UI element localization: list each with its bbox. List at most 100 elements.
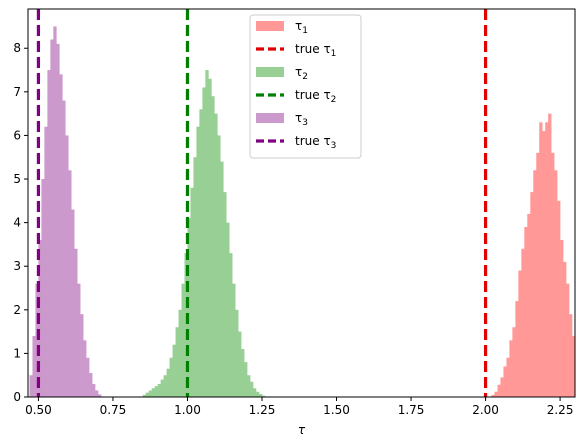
histogram-bar-series-3 — [50, 39, 54, 398]
histogram-bar-series-3 — [35, 283, 39, 397]
y-tick-label: 4 — [13, 216, 21, 230]
histogram-bar-series-3 — [65, 135, 69, 397]
histogram-bar-series-1 — [524, 226, 528, 397]
histogram-bar-series-2 — [196, 126, 200, 398]
x-tick-label: 0.75 — [100, 403, 127, 417]
histogram-bar-series-3 — [44, 126, 48, 398]
histogram-bar-series-2 — [154, 386, 158, 397]
legend-swatch-series-3 — [256, 113, 284, 123]
histogram-bar-series-2 — [214, 113, 218, 397]
histogram-bar-series-3 — [77, 283, 81, 397]
legend-entry-label: τ2 — [295, 65, 308, 82]
x-axis-ticks: 0.50 0.75 1.00 1.25 1.50 1.75 2.00 2.25 — [25, 397, 573, 417]
histogram-bar-series-1 — [518, 270, 522, 397]
x-tick-label: 0.50 — [25, 403, 52, 417]
histogram-bar-series-3 — [47, 70, 51, 398]
histogram-bar-series-1 — [527, 213, 531, 397]
legend: τ1 true τ1 τ2 true τ2 τ3 true τ3 — [249, 14, 362, 159]
x-tick-label: 1.75 — [398, 403, 425, 417]
histogram-bar-series-3 — [71, 209, 75, 397]
histogram-bar-series-2 — [256, 391, 260, 397]
histogram-bar-series-2 — [190, 187, 194, 397]
histogram-bar-series-2 — [157, 383, 161, 397]
histogram-bar-series-2 — [181, 283, 185, 397]
histogram-bar-series-3 — [89, 373, 93, 397]
axes-frame — [27, 8, 576, 398]
histogram-bar-series-2 — [223, 192, 227, 397]
histogram-bar-series-2 — [160, 379, 164, 397]
histogram-bar-series-3 — [32, 335, 36, 397]
histogram-bar-series-2 — [199, 109, 203, 398]
y-tick-label: 8 — [13, 41, 21, 55]
histogram-bar-series-2 — [250, 381, 254, 397]
histogram-bar-series-3 — [41, 179, 45, 397]
histogram-bar-series-1 — [497, 384, 501, 397]
histogram-bar-series-1 — [509, 340, 513, 397]
histogram-bar-series-2 — [193, 157, 197, 397]
histogram-bar-series-3 — [92, 383, 96, 397]
histogram-bar-series-1 — [545, 122, 549, 397]
x-axis-label: τ — [298, 423, 306, 437]
histogram-bar-series-1 — [542, 131, 546, 397]
histogram-bar-series-1 — [563, 261, 567, 397]
y-tick-label: 6 — [13, 128, 21, 142]
legend-entry-label: true τ1 — [295, 42, 336, 59]
histogram-bar-series-2 — [235, 309, 239, 397]
histogram-bar-series-1 — [494, 391, 498, 397]
histogram-bar-series-2 — [253, 388, 257, 397]
histogram-bar-series-3 — [59, 74, 63, 398]
histogram-bar-series-2 — [205, 70, 209, 398]
histogram-bar-series-2 — [220, 161, 224, 397]
histogram-bar-series-3 — [98, 394, 102, 397]
histogram-bar-series-1 — [539, 122, 543, 397]
histogram-bar-series-2 — [142, 394, 147, 397]
histogram-bar-series-3 — [74, 248, 78, 397]
histogram-bar-series-1 — [530, 192, 534, 397]
histogram-bar-series-2 — [262, 395, 266, 397]
x-tick-label: 1.50 — [323, 403, 350, 417]
legend-entry-label: true τ2 — [295, 88, 336, 105]
histogram-bar-series-1 — [560, 240, 564, 397]
histogram-bar-series-1 — [536, 152, 540, 397]
x-tick-label: 1.25 — [249, 403, 276, 417]
histogram-bar-series-3 — [56, 43, 60, 397]
histogram-bar-series-2 — [151, 388, 155, 397]
legend-swatch-series-2 — [256, 67, 284, 77]
histogram-bar-series-1 — [503, 366, 507, 397]
y-tick-label: 7 — [13, 85, 21, 99]
histogram-bar-series-2 — [259, 393, 263, 397]
histogram-bar-series-2 — [244, 362, 248, 397]
histogram-bar-series-3 — [86, 357, 90, 397]
histogram-bar-series-1 — [554, 170, 558, 397]
histogram-bar-series-1 — [569, 314, 573, 397]
histogram-bar-series-2 — [145, 392, 150, 397]
histogram-bar-series-2 — [184, 253, 188, 397]
legend-entry-label: τ3 — [295, 111, 308, 128]
histogram-bar-series-3 — [80, 314, 84, 397]
histogram-bar-series-2 — [148, 390, 153, 397]
x-tick-label: 2.00 — [472, 403, 499, 417]
y-tick-label: 1 — [13, 346, 21, 360]
histogram-bar-series-3 — [38, 240, 42, 397]
histogram-bar-series-2 — [163, 375, 167, 397]
histogram-bar-series-1 — [500, 377, 504, 397]
histogram-bar-series-1 — [566, 283, 570, 397]
x-tick-label: 1.00 — [174, 403, 201, 417]
histogram-bar-series-2 — [169, 357, 173, 397]
legend-entry-label: true τ3 — [295, 134, 336, 151]
histogram-bar-series-2 — [247, 375, 251, 397]
histogram-bar-series-1 — [533, 170, 537, 397]
y-tick-label: 2 — [13, 303, 21, 317]
histogram-bar-series-1 — [557, 200, 561, 397]
y-tick-label: 5 — [13, 172, 21, 186]
histogram-bar-series-1 — [515, 301, 519, 397]
histogram-bar-series-3 — [53, 26, 57, 397]
reference-lines-layer — [36, 9, 488, 397]
histogram-bar-series-1 — [521, 248, 525, 397]
histogram-bar-series-2 — [211, 96, 215, 397]
histogram-bar-series-2 — [232, 283, 236, 397]
histogram-bar-series-2 — [226, 222, 230, 397]
bars-layer — [29, 26, 576, 398]
legend-entry-label: τ1 — [295, 19, 308, 36]
